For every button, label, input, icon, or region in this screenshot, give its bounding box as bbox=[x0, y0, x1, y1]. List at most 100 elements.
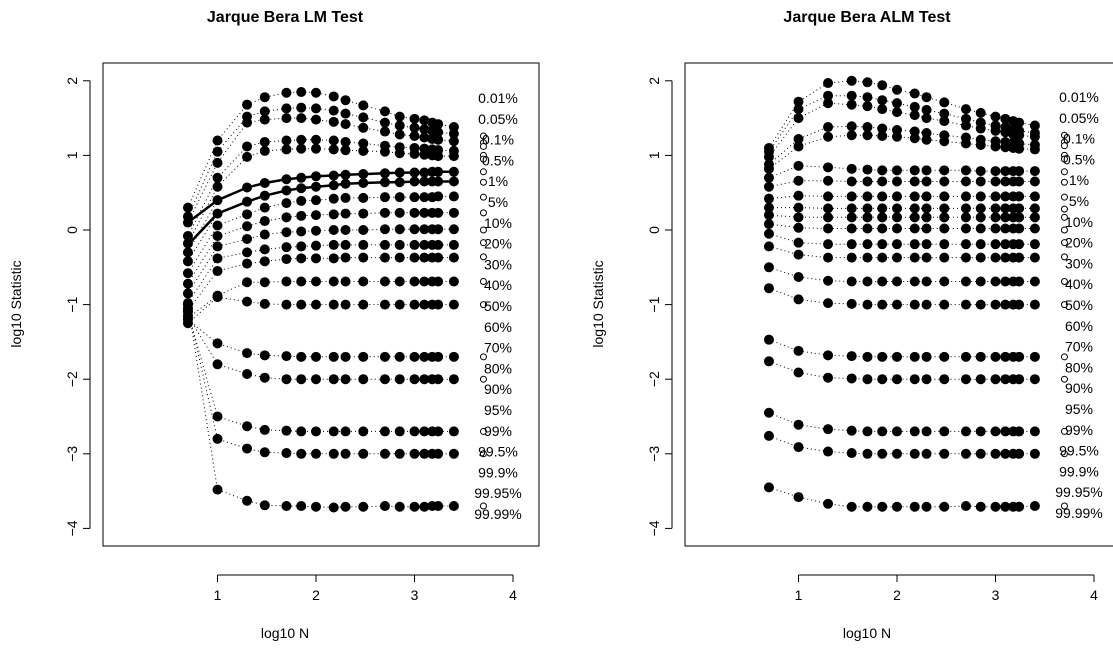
asymptote-point bbox=[479, 253, 487, 261]
data-point bbox=[892, 426, 902, 437]
data-point bbox=[892, 448, 902, 459]
data-point bbox=[823, 98, 834, 109]
y-axis-label: log10 Statistic bbox=[8, 260, 24, 347]
data-point bbox=[877, 374, 888, 385]
data-point bbox=[242, 141, 253, 152]
data-point bbox=[340, 119, 351, 130]
asymptote-point bbox=[479, 209, 487, 217]
data-point bbox=[296, 351, 307, 362]
data-point bbox=[846, 351, 857, 362]
percentile-label: 60% bbox=[484, 319, 512, 335]
data-point bbox=[394, 129, 405, 140]
data-point bbox=[939, 276, 950, 287]
data-point bbox=[1029, 131, 1040, 142]
data-point bbox=[877, 239, 888, 250]
asymptote-point bbox=[1060, 226, 1068, 234]
data-point bbox=[433, 448, 444, 459]
data-point bbox=[846, 121, 857, 132]
data-point bbox=[877, 123, 888, 134]
data-point bbox=[394, 207, 405, 218]
data-point bbox=[960, 252, 971, 263]
data-point bbox=[358, 122, 369, 133]
data-point bbox=[358, 138, 369, 149]
data-point bbox=[877, 191, 888, 202]
asymptote-point bbox=[1060, 301, 1068, 309]
data-point bbox=[921, 176, 932, 187]
data-point bbox=[793, 202, 804, 213]
data-point bbox=[909, 110, 920, 121]
data-point bbox=[892, 84, 902, 95]
data-point bbox=[259, 277, 270, 288]
data-point bbox=[409, 252, 420, 263]
data-point bbox=[823, 191, 834, 202]
data-point bbox=[281, 254, 292, 265]
data-point bbox=[909, 191, 920, 202]
data-point bbox=[281, 103, 292, 114]
data-point bbox=[409, 122, 420, 133]
data-point bbox=[909, 223, 920, 234]
data-point bbox=[340, 448, 351, 459]
data-point bbox=[433, 374, 444, 385]
data-point bbox=[892, 299, 902, 310]
data-point bbox=[877, 299, 888, 310]
data-point bbox=[960, 351, 971, 362]
data-point bbox=[328, 239, 339, 250]
data-point bbox=[182, 247, 193, 258]
data-point bbox=[793, 249, 804, 260]
data-point bbox=[212, 241, 223, 252]
percentile-label: 1% bbox=[488, 173, 508, 189]
data-point bbox=[960, 212, 971, 223]
data-point bbox=[823, 424, 834, 435]
data-point bbox=[182, 217, 193, 228]
data-point bbox=[433, 207, 444, 218]
data-point bbox=[433, 252, 444, 263]
data-point bbox=[296, 241, 307, 252]
data-point bbox=[409, 167, 420, 178]
data-point bbox=[281, 185, 292, 196]
data-point bbox=[892, 351, 902, 362]
data-point bbox=[296, 113, 307, 124]
data-point bbox=[448, 252, 459, 263]
data-point bbox=[394, 276, 405, 287]
data-point bbox=[877, 501, 888, 512]
percentile-label: 20% bbox=[1065, 235, 1093, 251]
percentile-label: 50% bbox=[1065, 297, 1093, 313]
data-point bbox=[340, 178, 351, 189]
data-point bbox=[1000, 223, 1011, 234]
data-point bbox=[433, 224, 444, 235]
data-point bbox=[394, 252, 405, 263]
data-point bbox=[862, 223, 873, 234]
data-point bbox=[394, 239, 405, 250]
data-point bbox=[892, 501, 902, 512]
data-point bbox=[990, 252, 1001, 263]
data-point bbox=[242, 258, 253, 269]
data-point bbox=[358, 426, 369, 437]
data-point bbox=[862, 101, 873, 112]
data-point bbox=[793, 141, 804, 152]
data-point bbox=[975, 501, 986, 512]
percentile-label: 80% bbox=[1065, 359, 1093, 375]
data-point bbox=[419, 426, 430, 437]
percentile-label: 30% bbox=[484, 256, 512, 272]
data-point bbox=[182, 202, 193, 213]
data-point bbox=[296, 374, 307, 385]
asymptote-point bbox=[1060, 131, 1068, 139]
data-point bbox=[242, 233, 253, 244]
y-tick-label: 2 bbox=[646, 77, 662, 85]
data-point bbox=[259, 500, 270, 511]
asymptote-point bbox=[1060, 450, 1068, 458]
data-point bbox=[419, 448, 430, 459]
data-point bbox=[358, 501, 369, 512]
data-point bbox=[433, 426, 444, 437]
data-point bbox=[296, 210, 307, 221]
data-point bbox=[296, 102, 307, 113]
percentile-label: 80% bbox=[484, 360, 512, 376]
data-point bbox=[340, 108, 351, 119]
data-point bbox=[296, 299, 307, 310]
data-point bbox=[877, 165, 888, 176]
data-point bbox=[990, 351, 1001, 362]
data-point bbox=[242, 182, 253, 193]
data-point bbox=[419, 351, 430, 362]
data-point bbox=[877, 448, 888, 459]
data-point bbox=[212, 338, 223, 349]
